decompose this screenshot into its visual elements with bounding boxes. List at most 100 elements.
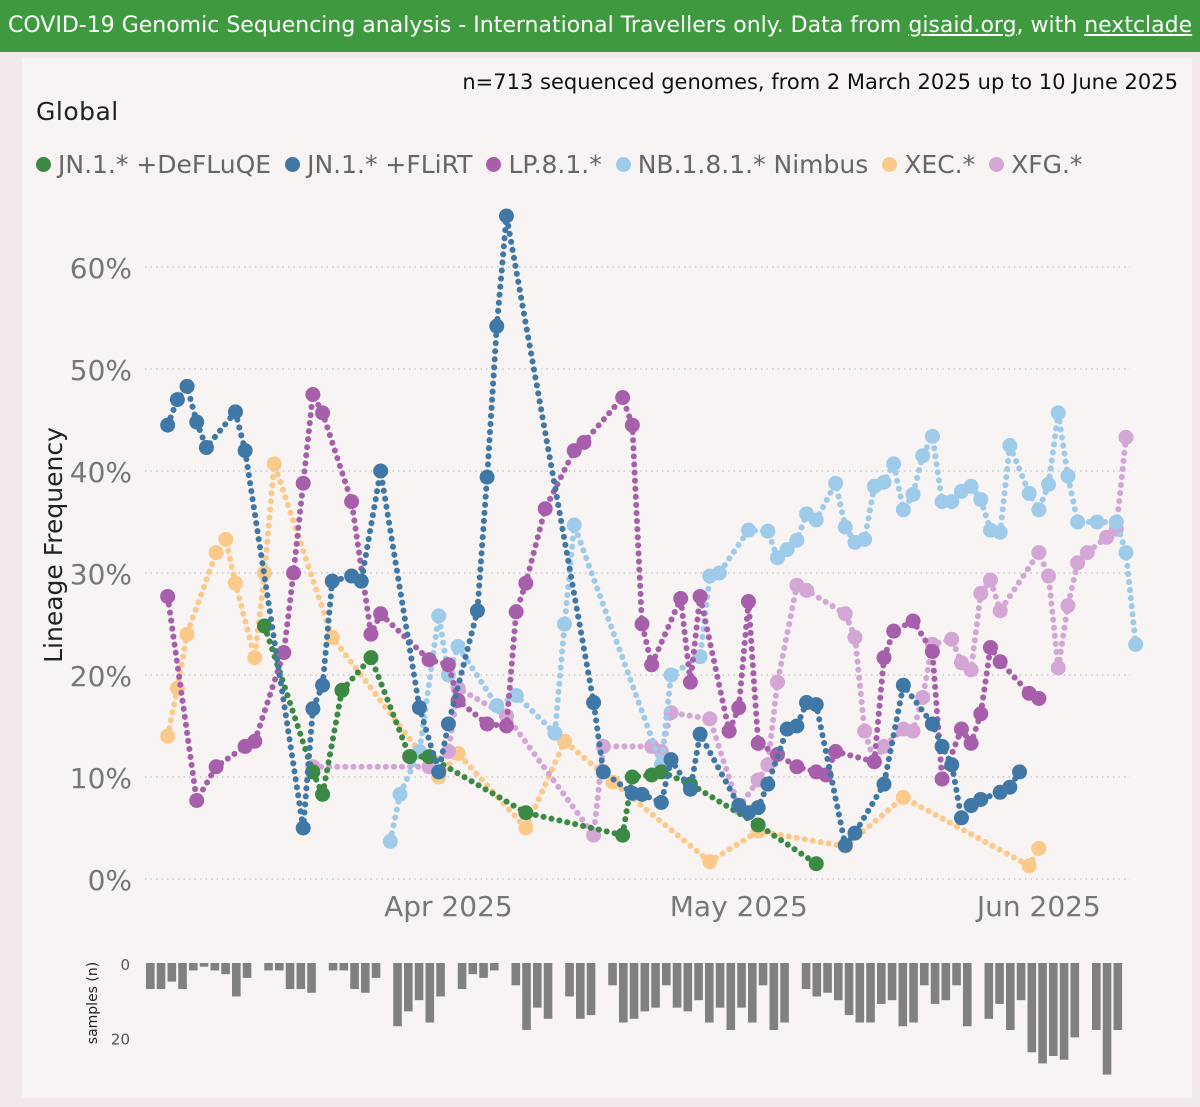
sample-bar bbox=[242, 963, 252, 978]
data-point-lp-8-1 bbox=[750, 735, 766, 751]
data-point-jn-1-flirt bbox=[847, 825, 863, 841]
data-point-xfg bbox=[702, 711, 718, 727]
data-point-jn-1-flirt bbox=[440, 716, 456, 732]
data-point-jn-1-flirt bbox=[595, 764, 611, 780]
data-point-nb-1-8-1-nimbus bbox=[431, 608, 447, 624]
sample-bar bbox=[694, 963, 703, 1001]
y-tick-label: 60% bbox=[70, 252, 132, 285]
data-point-nb-1-8-1-nimbus bbox=[1118, 545, 1134, 561]
legend-item-xfg[interactable]: XFG.* bbox=[989, 150, 1082, 179]
data-point-nb-1-8-1-nimbus bbox=[1108, 514, 1124, 530]
data-point-jn-1-flirt bbox=[750, 800, 766, 816]
legend-item-xec[interactable]: XEC.* bbox=[882, 150, 975, 179]
data-point-xfg bbox=[963, 662, 979, 678]
data-point-lp-8-1 bbox=[692, 588, 708, 604]
data-point-jn-1-flirt bbox=[895, 677, 911, 693]
data-point-xfg bbox=[1070, 555, 1086, 571]
legend-item-nb-1-8-1-nimbus[interactable]: NB.1.8.1.* Nimbus bbox=[615, 150, 868, 179]
data-point-nb-1-8-1-nimbus bbox=[566, 517, 582, 533]
data-point-lp-8-1 bbox=[286, 565, 302, 581]
data-point-nb-1-8-1-nimbus bbox=[1021, 485, 1037, 501]
sample-bar bbox=[1092, 963, 1101, 1030]
data-point-xec bbox=[179, 626, 195, 642]
legend-item-lp-8-1[interactable]: LP.8.1.* bbox=[486, 150, 602, 179]
sample-bar bbox=[490, 963, 499, 971]
data-point-nb-1-8-1-nimbus bbox=[1128, 636, 1144, 652]
data-point-nb-1-8-1-nimbus bbox=[760, 523, 776, 539]
sample-bar bbox=[737, 963, 746, 1008]
sample-bar bbox=[877, 963, 886, 1004]
sample-bar bbox=[844, 963, 854, 1016]
data-point-jn-1-flirt bbox=[179, 378, 195, 394]
data-point-lp-8-1 bbox=[508, 604, 524, 620]
legend-item-jn-1-flirt[interactable]: JN.1.* +FLiRT bbox=[285, 150, 472, 179]
sample-bar bbox=[748, 963, 757, 1023]
sample-bar bbox=[146, 963, 155, 990]
data-point-lp-8-1 bbox=[731, 700, 747, 716]
nextclade-link[interactable]: nextclade bbox=[1084, 13, 1193, 38]
chart-legend: JN.1.* +DeFLuQE JN.1.* +FLiRT LP.8.1.* NB.1… bbox=[36, 150, 1096, 179]
sample-bar bbox=[275, 963, 284, 971]
sample-bar bbox=[662, 963, 671, 986]
y-axis-label: Lineage Frequency bbox=[39, 427, 68, 663]
legend-item-jn-1-defluqe[interactable]: JN.1.* +DeFLuQE bbox=[36, 150, 271, 179]
data-point-xfg bbox=[905, 723, 921, 739]
data-point-jn-1-flirt bbox=[189, 414, 205, 430]
data-point-jn-1-flirt bbox=[489, 318, 505, 334]
data-point-lp-8-1 bbox=[615, 390, 631, 406]
data-point-nb-1-8-1-nimbus bbox=[876, 474, 892, 490]
sample-bar bbox=[221, 963, 230, 975]
data-point-nb-1-8-1-nimbus bbox=[895, 502, 911, 518]
y-tick-label: 40% bbox=[70, 456, 132, 489]
data-point-lp-8-1 bbox=[682, 674, 698, 690]
data-point-xfg bbox=[992, 603, 1008, 619]
data-point-nb-1-8-1-nimbus bbox=[789, 532, 805, 548]
region-title: Global bbox=[36, 97, 119, 126]
data-point-lp-8-1 bbox=[886, 623, 902, 639]
sample-bar bbox=[210, 963, 220, 971]
sample-bar bbox=[586, 963, 596, 1016]
sample-bar bbox=[232, 963, 241, 997]
data-point-lp-8-1 bbox=[634, 616, 650, 632]
data-point-xfg bbox=[973, 585, 989, 601]
data-point-nb-1-8-1-nimbus bbox=[828, 475, 844, 491]
sample-bar bbox=[834, 963, 843, 1001]
sample-bar bbox=[866, 963, 875, 1023]
sample-bar bbox=[898, 963, 908, 1027]
gisaid-link[interactable]: gisaid.org bbox=[908, 13, 1017, 38]
sample-bar bbox=[156, 963, 166, 990]
sample-bar bbox=[339, 963, 349, 971]
data-point-jn-1-flirt bbox=[634, 786, 650, 802]
sample-bar bbox=[672, 963, 682, 1008]
sample-bar bbox=[414, 963, 424, 1001]
data-point-lp-8-1 bbox=[982, 639, 998, 655]
sample-bar bbox=[565, 963, 574, 997]
legend-marker-icon bbox=[486, 157, 502, 172]
data-point-jn-1-defluqe bbox=[402, 749, 418, 765]
sample-bar bbox=[952, 963, 961, 986]
data-point-jn-1-flirt bbox=[663, 752, 679, 768]
data-point-lp-8-1 bbox=[315, 405, 331, 421]
sample-bar bbox=[350, 963, 359, 990]
legend-label: JN.1.* +FLiRT bbox=[307, 150, 473, 179]
sample-bar bbox=[371, 963, 381, 978]
data-point-xfg bbox=[440, 744, 456, 759]
sample-bar bbox=[683, 963, 693, 1012]
sample-bar bbox=[1027, 963, 1037, 1053]
sample-bar bbox=[1049, 963, 1058, 1056]
sample-bar bbox=[167, 963, 177, 982]
y-tick-label: 50% bbox=[70, 354, 132, 387]
data-point-lp-8-1 bbox=[953, 721, 969, 737]
data-point-jn-1-defluqe bbox=[808, 856, 824, 872]
data-point-xfg bbox=[982, 572, 998, 588]
data-point-xfg bbox=[1050, 660, 1066, 676]
sample-bar bbox=[178, 963, 187, 990]
data-point-jn-1-flirt bbox=[944, 757, 960, 773]
data-point-jn-1-flirt bbox=[953, 810, 969, 826]
sample-bar bbox=[1006, 963, 1015, 1030]
data-point-xec bbox=[247, 650, 263, 666]
sample-bar bbox=[425, 963, 435, 1023]
data-point-jn-1-defluqe bbox=[315, 786, 331, 802]
sample-bar bbox=[199, 963, 209, 967]
sample-bar bbox=[715, 963, 725, 1008]
